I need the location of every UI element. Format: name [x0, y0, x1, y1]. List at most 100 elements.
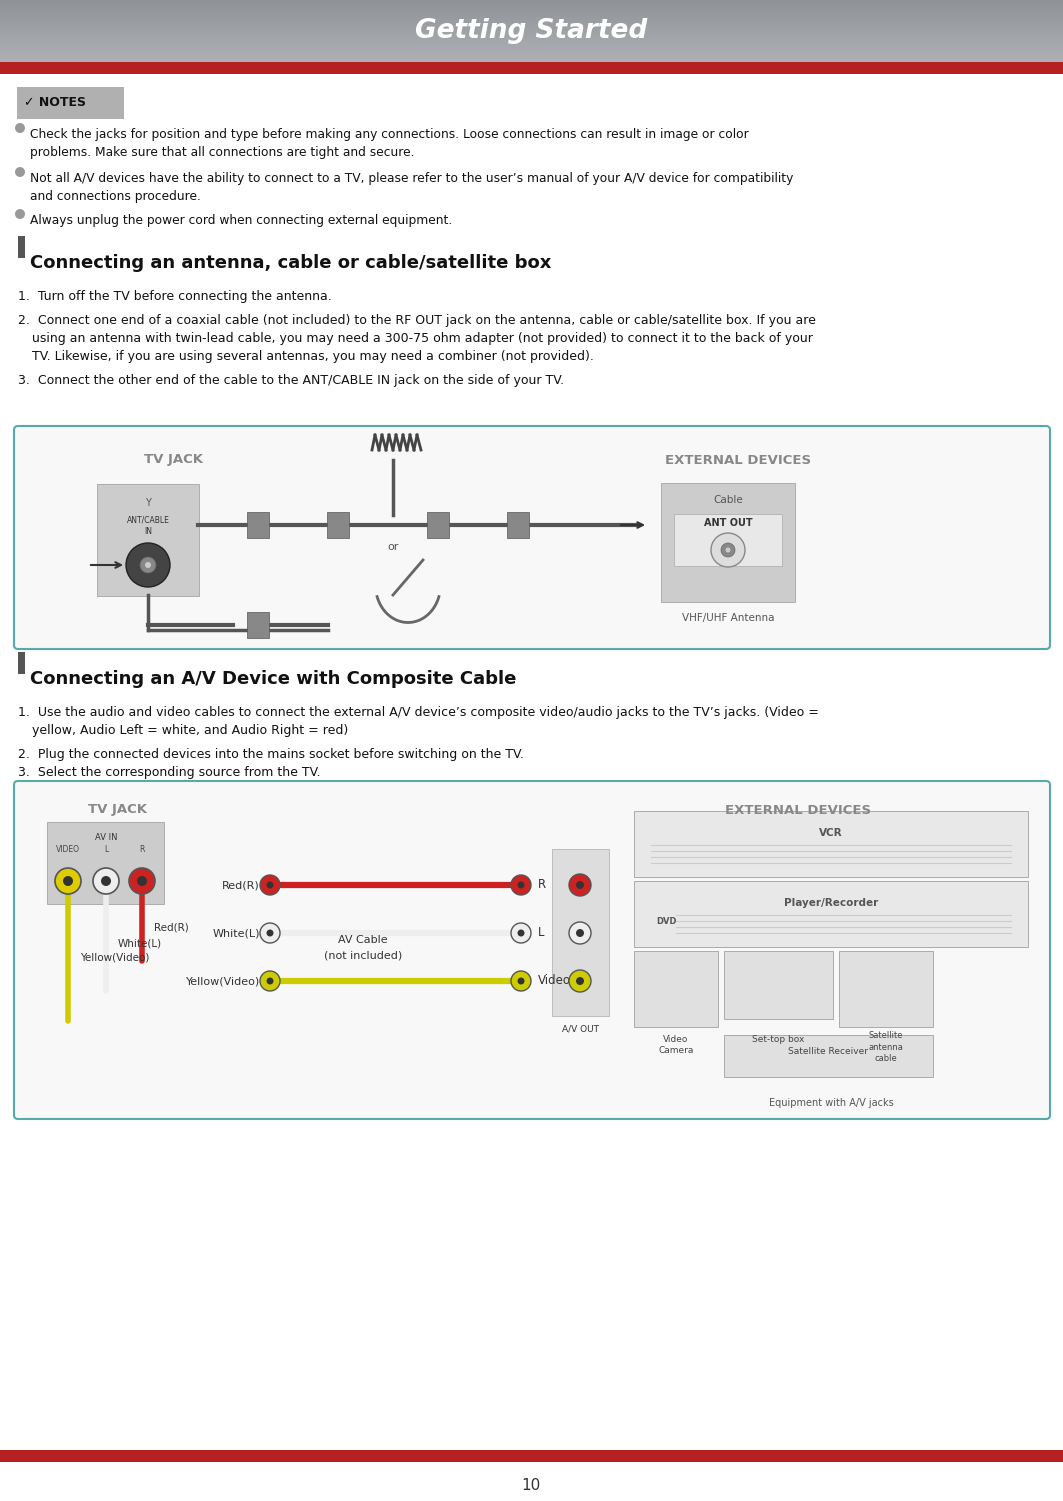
FancyBboxPatch shape: [839, 952, 933, 1027]
Bar: [0, 35, 1063, 36]
Bar: [0, 32, 1063, 35]
Bar: [0, 47, 1063, 48]
Bar: [0, 51, 1063, 53]
Text: Red(R): Red(R): [222, 880, 260, 890]
FancyBboxPatch shape: [427, 512, 449, 537]
Circle shape: [576, 977, 584, 985]
Bar: [0, 9, 1063, 12]
Bar: [0, 12, 1063, 15]
Text: and connections procedure.: and connections procedure.: [30, 191, 201, 203]
Bar: [0, 44, 1063, 45]
FancyBboxPatch shape: [634, 881, 1028, 947]
Bar: [0, 48, 1063, 51]
Circle shape: [569, 874, 591, 896]
Bar: [0, 23, 1063, 26]
Bar: [0, 20, 1063, 21]
Bar: [0, 32, 1063, 33]
Text: 1.  Use the audio and video cables to connect the external A/V device’s composit: 1. Use the audio and video cables to con…: [18, 705, 819, 719]
Bar: [0, 45, 1063, 48]
Text: VHF/UHF Antenna: VHF/UHF Antenna: [681, 612, 774, 623]
Bar: [0, 39, 1063, 42]
FancyBboxPatch shape: [14, 426, 1050, 648]
Text: Check the jacks for position and type before making any connections. Loose conne: Check the jacks for position and type be…: [30, 128, 748, 141]
Bar: [0, 5, 1063, 8]
Circle shape: [576, 929, 584, 937]
Text: EXTERNAL DEVICES: EXTERNAL DEVICES: [665, 453, 811, 467]
Bar: [0, 6, 1063, 9]
Circle shape: [569, 970, 591, 992]
Bar: [0, 38, 1063, 39]
Text: Always unplug the power cord when connecting external equipment.: Always unplug the power cord when connec…: [30, 215, 452, 227]
Text: 2.  Connect one end of a coaxial cable (not included) to the RF OUT jack on the : 2. Connect one end of a coaxial cable (n…: [18, 314, 816, 327]
Text: Satellite
antenna
cable: Satellite antenna cable: [868, 1031, 904, 1063]
FancyBboxPatch shape: [247, 612, 269, 638]
Circle shape: [101, 877, 111, 886]
Text: Not all A/V devices have the ability to connect to a TV, please refer to the use: Not all A/V devices have the ability to …: [30, 173, 793, 185]
Text: AV Cable: AV Cable: [338, 935, 388, 946]
FancyBboxPatch shape: [247, 512, 269, 537]
Text: Video
Camera: Video Camera: [658, 1034, 694, 1055]
Bar: [0, 59, 1063, 62]
Text: Equipment with A/V jacks: Equipment with A/V jacks: [769, 1099, 893, 1108]
Text: White(L): White(L): [213, 928, 260, 938]
Text: VCR: VCR: [820, 829, 843, 838]
Bar: [0, 29, 1063, 32]
Text: VIDEO: VIDEO: [56, 845, 80, 854]
Text: 3.  Connect the other end of the cable to the ANT/CABLE IN jack on the side of y: 3. Connect the other end of the cable to…: [18, 374, 564, 387]
Circle shape: [260, 875, 280, 895]
FancyBboxPatch shape: [724, 952, 833, 1019]
Text: Connecting an A/V Device with Composite Cable: Connecting an A/V Device with Composite …: [30, 669, 517, 687]
Bar: [0, 42, 1063, 45]
Text: 3.  Select the corresponding source from the TV.: 3. Select the corresponding source from …: [18, 766, 321, 779]
Text: yellow, Audio Left = white, and Audio Right = red): yellow, Audio Left = white, and Audio Ri…: [32, 723, 349, 737]
Bar: [0, 42, 1063, 44]
Bar: [0, 17, 1063, 18]
Bar: [0, 45, 1063, 47]
Text: TV. Likewise, if you are using several antennas, you may need a combiner (not pr: TV. Likewise, if you are using several a…: [32, 350, 594, 363]
Circle shape: [569, 922, 591, 944]
Text: Video: Video: [538, 974, 571, 988]
Bar: [0, 2, 1063, 5]
Text: EXTERNAL DEVICES: EXTERNAL DEVICES: [725, 803, 871, 817]
Bar: [0, 18, 1063, 20]
Text: 1.  Turn off the TV before connecting the antenna.: 1. Turn off the TV before connecting the…: [18, 290, 332, 303]
Bar: [0, 38, 1063, 41]
Text: Getting Started: Getting Started: [415, 18, 647, 44]
Text: or: or: [387, 542, 399, 552]
Text: problems. Make sure that all connections are tight and secure.: problems. Make sure that all connections…: [30, 146, 415, 159]
Circle shape: [55, 868, 81, 895]
Text: IN: IN: [144, 527, 152, 536]
Circle shape: [726, 548, 730, 552]
Text: L: L: [538, 926, 544, 940]
FancyBboxPatch shape: [507, 512, 529, 537]
Bar: [0, 56, 1063, 57]
Circle shape: [260, 971, 280, 991]
Text: TV JACK: TV JACK: [88, 803, 148, 817]
Bar: [0, 2, 1063, 3]
FancyBboxPatch shape: [17, 87, 124, 119]
Bar: [0, 51, 1063, 54]
Circle shape: [576, 881, 584, 889]
Circle shape: [137, 877, 147, 886]
Bar: [0, 14, 1063, 15]
Bar: [0, 1450, 1063, 1462]
Text: Satellite Receiver: Satellite Receiver: [788, 1046, 868, 1055]
Bar: [0, 3, 1063, 5]
Bar: [0, 54, 1063, 56]
Bar: [0, 27, 1063, 29]
Bar: [0, 35, 1063, 38]
Circle shape: [267, 977, 273, 985]
Bar: [18, 651, 26, 674]
Text: 10: 10: [521, 1477, 541, 1492]
Text: ✓ NOTES: ✓ NOTES: [24, 96, 86, 110]
Bar: [0, 33, 1063, 35]
Circle shape: [711, 533, 745, 567]
Text: Red(R): Red(R): [154, 923, 189, 934]
Text: Connecting an antenna, cable or cable/satellite box: Connecting an antenna, cable or cable/sa…: [30, 254, 552, 272]
Circle shape: [15, 123, 26, 134]
Text: ANT OUT: ANT OUT: [704, 518, 753, 528]
Bar: [0, 56, 1063, 59]
Bar: [0, 15, 1063, 18]
Circle shape: [518, 881, 524, 889]
Bar: [0, 21, 1063, 24]
